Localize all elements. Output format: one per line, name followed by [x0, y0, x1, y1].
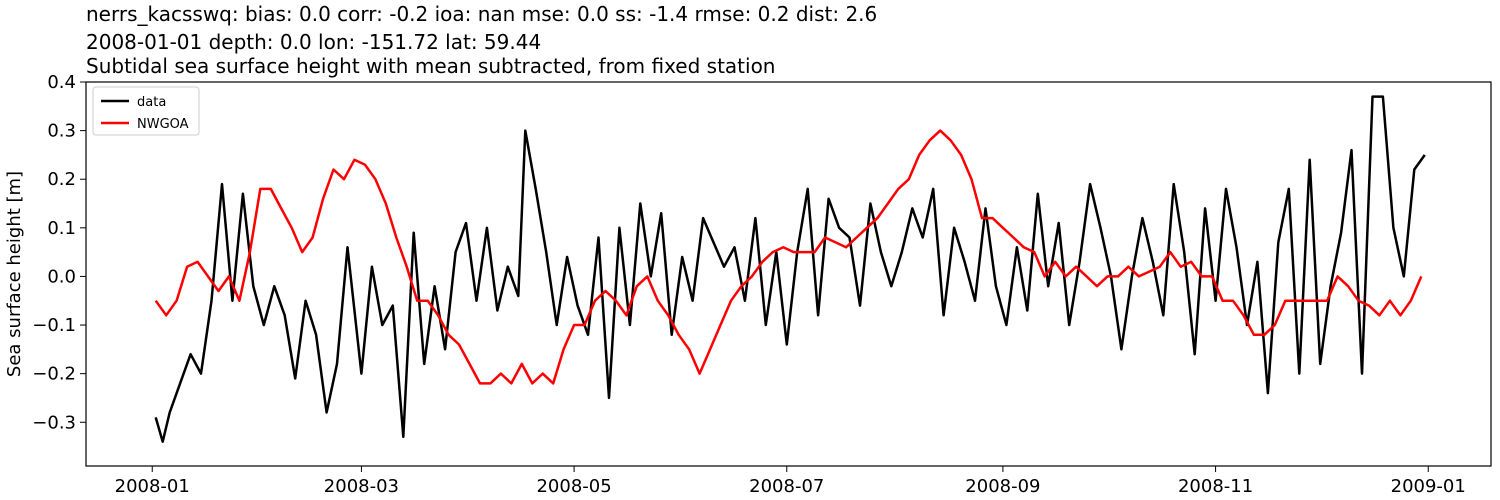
legend: data NWGOA: [92, 86, 200, 136]
x-tick-label: 2008-03: [324, 476, 399, 497]
legend-label-nwgoa: NWGOA: [137, 117, 189, 132]
series-line-nwgoa: [154, 129, 1423, 385]
y-tick-label: 0.3: [47, 121, 76, 142]
y-axis-label: Sea surface height [m]: [4, 171, 25, 377]
y-tick-label: −0.2: [32, 364, 76, 385]
x-tick-label: 2008-05: [536, 476, 611, 497]
x-axis: 2008-01 2008-03 2008-05 2008-07 2008-09 2008-…: [115, 466, 1466, 497]
y-tick-label: 0.2: [47, 169, 76, 190]
y-axis: 0.4 0.3 0.2 0.1 0.0 −0.1 −0.2 −0.3: [32, 72, 86, 433]
y-tick-label: −0.1: [32, 315, 76, 336]
x-tick-label: 2009-01: [1391, 476, 1466, 497]
plot-frame: [85, 81, 1492, 467]
y-tick-label: 0.0: [47, 266, 76, 287]
x-tick-label: 2008-11: [1178, 476, 1253, 497]
x-tick-label: 2008-01: [115, 476, 190, 497]
chart-title-line-2: 2008-01-01 depth: 0.0 lon: -151.72 lat: …: [86, 30, 542, 54]
chart-title-line-3: Subtidal sea surface height with mean su…: [86, 54, 776, 78]
y-tick-label: −0.3: [32, 412, 76, 433]
series-layer: [154, 95, 1426, 443]
x-tick-label: 2008-09: [965, 476, 1040, 497]
legend-label-data: data: [137, 95, 166, 110]
chart-title-line-1: nerrs_kacsswq: bias: 0.0 corr: -0.2 ioa:…: [86, 2, 878, 26]
y-tick-label: 0.4: [47, 72, 76, 93]
y-tick-label: 0.1: [47, 218, 76, 239]
series-line-data: [154, 95, 1426, 443]
x-tick-label: 2008-07: [749, 476, 824, 497]
